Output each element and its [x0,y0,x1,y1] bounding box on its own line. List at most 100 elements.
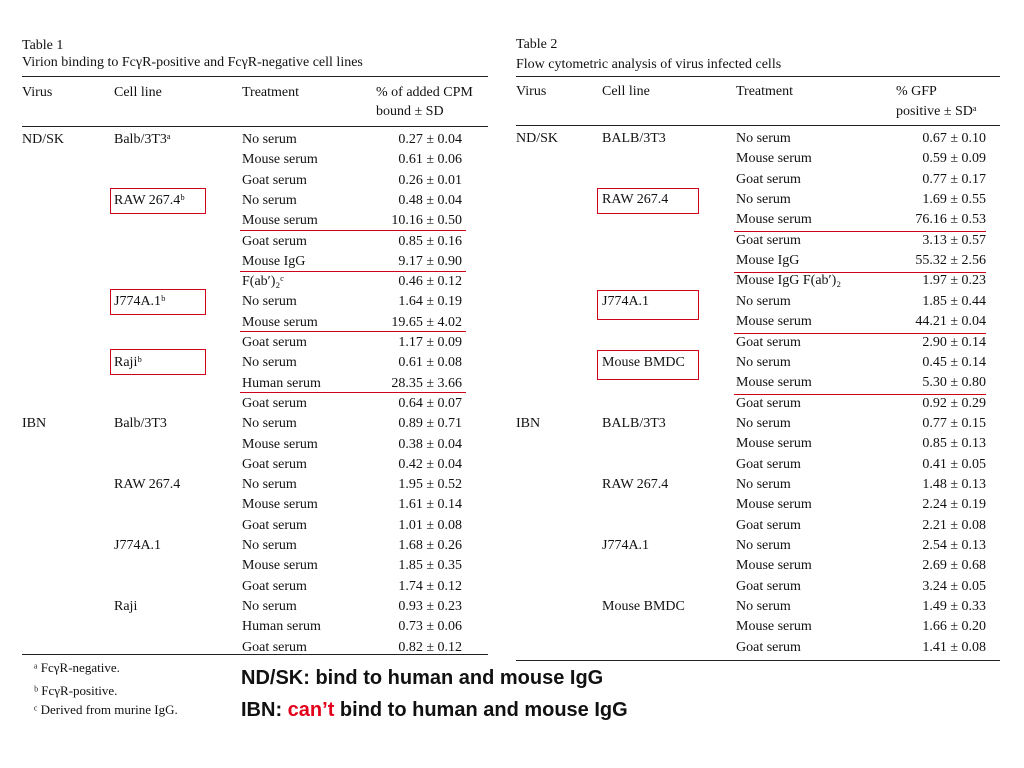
table1-value-cell: 1.68 ± 0.26 [398,538,462,553]
table-1-header-virus: Virus [22,85,53,100]
table1-virus-cell: IBN [22,416,47,432]
table-2-header-rule [516,125,1000,126]
table2-cell-line-cell: RAW 267.4 [602,192,669,208]
table1-value-cell: 0.93 ± 0.23 [398,598,462,614]
table1-treatment-cell: Goat serum [242,172,307,188]
table1-value-cell: 0.48 ± 0.04 [398,192,462,208]
table-1-header-cell-line: Cell line [114,85,162,100]
table1-cell-line-cell: RAW 267.4ᵇ [114,192,185,208]
table1-cell-line-cell: J774A.1ᵇ [114,294,166,310]
table1-value-cell: 0.64 ± 0.07 [398,395,462,411]
table-1-header-treatment: Treatment [242,85,300,100]
table2-treatment-cell: Mouse serum [736,375,812,391]
table-2-header-treatment: Treatment [736,84,794,99]
table-2-label: Table 2 [516,37,558,52]
table-1-header-rule [22,126,488,127]
table-1-footnote-a: ᵃ FcγR-negative. [34,660,120,675]
table2-value-cell: 0.77 ± 0.15 [922,415,986,431]
summary-ibn-prefix: IBN: [241,699,288,721]
table1-virus-cell: ND/SK [22,132,65,147]
table2-cell-line-cell: BALB/3T3 [602,415,666,431]
table1-treatment-cell: Mouse serum [242,314,318,330]
table2-value-cell: 55.32 ± 2.56 [915,253,986,269]
table2-value-cell: 1.97 ± 0.23 [922,273,986,289]
table2-cell-line-cell: J774A.1 [602,293,650,309]
table1-value-cell: 1.61 ± 0.14 [398,497,462,513]
table2-value-cell: 3.13 ± 0.57 [922,232,986,248]
table2-cell-line-cell: Mouse BMDC [602,599,685,615]
table-1-footnote-c: ᶜ Derived from murine IgG. [34,702,178,717]
table1-value-cell: 1.01 ± 0.08 [398,517,462,533]
table2-value-cell: 44.21 ± 0.04 [915,314,986,330]
table1-value-cell: 0.85 ± 0.16 [398,233,462,249]
table-2-top-rule [516,76,1000,77]
table2-value-cell: 1.69 ± 0.55 [922,192,986,208]
table1-value-cell: 0.82 ± 0.12 [398,639,462,655]
table2-treatment-cell: Mouse serum [736,436,812,452]
table1-treatment-cell: Goat serum [242,335,307,350]
table2-treatment-cell: Goat serum [736,232,801,248]
table1-treatment-cell: No serum [242,538,297,553]
table1-treatment-cell: Goat serum [242,578,307,594]
table-2-underline-raw-mouse-igg [734,272,986,273]
table-2-header-value: % GFP [896,84,937,99]
table2-value-cell: 0.41 ± 0.05 [922,456,986,472]
table2-value-cell: 1.48 ± 0.13 [922,476,986,492]
table1-value-cell: 1.85 ± 0.35 [398,558,462,574]
table1-value-cell: 1.95 ± 0.52 [398,477,462,493]
table2-treatment-cell: Mouse serum [736,212,812,228]
table2-treatment-cell: Mouse serum [736,497,812,513]
table2-virus-cell: IBN [516,415,541,431]
table2-value-cell: 1.49 ± 0.33 [922,599,986,615]
table1-treatment-cell: No serum [242,294,297,310]
table-1-highlight-raji [110,349,206,375]
summary-ibn-suffix: bind to human and mouse IgG [334,699,628,721]
table2-treatment-cell: Mouse IgG F(ab′)₂ [736,273,842,289]
table-1-underline-raw-mouse-igg [240,271,466,272]
table-1-top-rule [22,76,488,77]
table2-treatment-cell: Goat serum [736,334,801,350]
table1-treatment-cell: No serum [242,132,297,147]
table1-value-cell: 0.27 ± 0.04 [398,132,462,147]
table2-treatment-cell: Goat serum [736,517,801,533]
table2-value-cell: 1.85 ± 0.44 [922,293,986,309]
table2-value-cell: 0.77 ± 0.17 [922,171,986,187]
table-2-highlight-bmdc [597,350,699,380]
table2-treatment-cell: Goat serum [736,456,801,472]
table1-value-cell: 0.42 ± 0.04 [398,456,462,472]
table1-value-cell: 0.46 ± 0.12 [398,274,462,290]
table-2-underline-raw-mouse-serum [734,231,986,232]
table1-value-cell: 0.89 ± 0.71 [398,416,462,432]
table1-treatment-cell: Goat serum [242,517,307,533]
table1-treatment-cell: Mouse serum [242,436,318,452]
table-1-header-value: % of added CPM [376,85,473,100]
table2-treatment-cell: No serum [736,538,791,553]
table1-value-cell: 28.35 ± 3.66 [391,375,462,391]
table2-treatment-cell: Goat serum [736,639,801,655]
table1-treatment-cell: Goat serum [242,395,307,411]
table-2-header-virus: Virus [516,84,547,99]
table1-treatment-cell: Mouse serum [242,152,318,168]
table1-treatment-cell: Mouse IgG [242,253,306,269]
table1-value-cell: 9.17 ± 0.90 [398,253,462,269]
table1-value-cell: 0.38 ± 0.04 [398,436,462,452]
table1-value-cell: 0.26 ± 0.01 [398,172,462,188]
table-2-underline-bmdc-mouse-serum [734,394,986,395]
table1-cell-line-cell: J774A.1 [114,538,162,553]
summary-cant-highlight: can’t [287,699,335,721]
table2-treatment-cell: Mouse serum [736,314,812,330]
table-1-header-value-sub: bound ± SD [376,104,444,119]
table2-virus-cell: ND/SK [516,131,559,146]
table2-value-cell: 2.24 ± 0.19 [922,497,986,513]
table2-value-cell: 2.69 ± 0.68 [922,558,986,574]
table2-value-cell: 76.16 ± 0.53 [915,212,986,228]
table-2-highlight-raw [597,188,699,214]
table1-treatment-cell: Human serum [242,375,321,391]
table2-value-cell: 3.24 ± 0.05 [922,578,986,594]
table-1-label: Table 1 [22,38,64,53]
table2-value-cell: 2.54 ± 0.13 [922,538,986,553]
table2-cell-line-cell: BALB/3T3 [602,131,666,146]
table1-treatment-cell: No serum [242,416,297,432]
table2-treatment-cell: Goat serum [736,171,801,187]
table2-treatment-cell: Goat serum [736,578,801,594]
